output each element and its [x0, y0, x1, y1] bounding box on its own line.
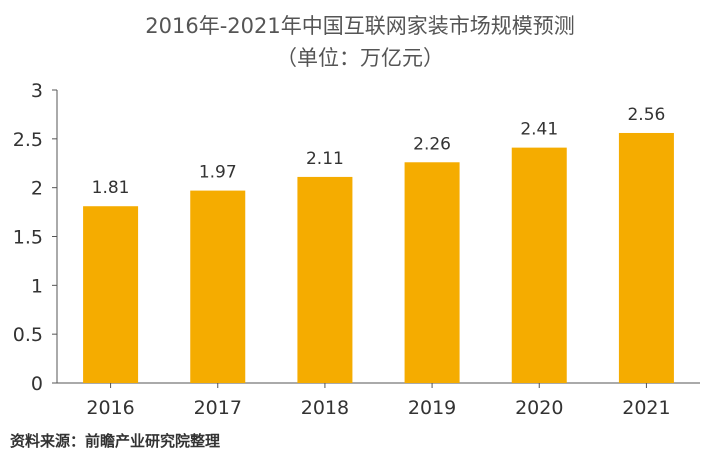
x-tick-label: 2016 — [86, 397, 134, 419]
data-label: 2.56 — [627, 105, 665, 125]
x-tick-label: 2021 — [622, 397, 670, 419]
x-tick-label: 2019 — [408, 397, 456, 419]
y-tick-label: 2.5 — [13, 129, 43, 151]
y-tick-label: 3 — [31, 80, 43, 102]
bar — [297, 176, 353, 383]
x-tick-label: 2017 — [194, 397, 242, 419]
bar — [511, 147, 567, 383]
y-tick-label: 2 — [31, 178, 43, 200]
bar — [404, 162, 460, 383]
y-tick-label: 0.5 — [13, 324, 43, 346]
bar — [618, 132, 674, 383]
data-label: 1.97 — [199, 163, 237, 183]
bar — [190, 190, 246, 383]
x-tick-label: 2018 — [301, 397, 349, 419]
data-label: 2.26 — [413, 134, 451, 154]
y-tick-label: 1 — [31, 275, 43, 297]
data-label: 1.81 — [92, 178, 130, 198]
x-tick-label: 2020 — [515, 397, 563, 419]
bar — [83, 206, 139, 383]
y-tick-label: 1.5 — [13, 227, 43, 249]
chart-subtitle: （单位：万亿元） — [276, 46, 444, 70]
y-tick-label: 0 — [31, 373, 43, 395]
data-label: 2.11 — [306, 149, 344, 169]
chart-title: 2016年-2021年中国互联网家装市场规模预测 — [145, 14, 575, 38]
data-label: 2.41 — [520, 120, 558, 140]
source-note: 资料来源：前瞻产业研究院整理 — [10, 432, 221, 450]
